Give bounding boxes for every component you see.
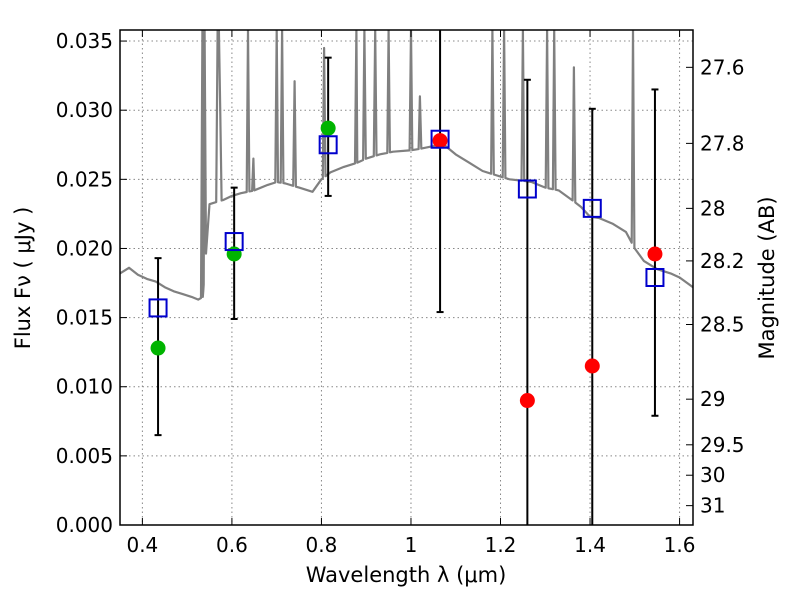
ir-data-point [432,133,448,149]
tick-labels: 0.4 0.6 0.8 1 1.2 1.4 1.6 0.000 0.005 0.010 0.015 0… [56,29,745,557]
y-tick-label: 0.030 [56,98,113,122]
y-tick-label: 0.015 [56,306,113,330]
x-tick-label: 1.2 [485,533,517,557]
y-tick-label: 0.020 [56,236,113,260]
y-tick-label: 0.010 [56,375,113,399]
plot-area [120,30,693,525]
y-tick-label: 0.025 [56,167,113,191]
model-flux-box [645,268,665,287]
model-flux-box [430,129,450,149]
x-tick-label: 0.6 [216,533,248,557]
optical-data-point [226,246,242,262]
model-flux-box [224,232,244,252]
model-flux-box [318,135,338,155]
optical-data-point [320,120,336,136]
x-tick-label: 0.8 [306,533,338,557]
y-axis-title: Flux Fν ( μJy ) [11,207,35,350]
template-spectrum-line [120,30,693,301]
ir-data-point [584,358,600,374]
y-tick-label: 0.035 [56,29,113,53]
y2-tick-label: 28.2 [700,249,745,273]
y2-tick-label: 30 [700,463,725,487]
ir-data-point [647,246,663,262]
y2-tick-label: 31 [700,494,725,518]
y2-tick-label: 28.5 [700,313,745,337]
x-tick-label: 1.6 [664,533,696,557]
ir-data-point [519,393,535,409]
y2-tick-label: 28 [700,196,725,220]
y2-tick-label: 29 [700,387,725,411]
y-tick-label: 0.005 [56,444,113,468]
x-axis-title: Wavelength λ (μm) [306,563,507,587]
y-tick-label: 0.000 [56,513,113,537]
y2-axis-title: Magnitude (AB) [755,196,779,359]
y2-tick-label: 27.6 [700,55,745,79]
x-tick-label: 0.4 [126,533,158,557]
x-tick-label: 1 [405,533,418,557]
optical-data-point [150,340,166,356]
model-flux-box [582,198,602,218]
y2-tick-label: 27.8 [700,131,745,155]
y2-tick-label: 29.5 [700,433,745,457]
plot-frame [119,29,694,526]
model-flux-box [148,298,168,318]
x-tick-label: 1.4 [574,533,606,557]
axis-ticks [120,30,693,526]
model-flux-box [517,179,537,199]
